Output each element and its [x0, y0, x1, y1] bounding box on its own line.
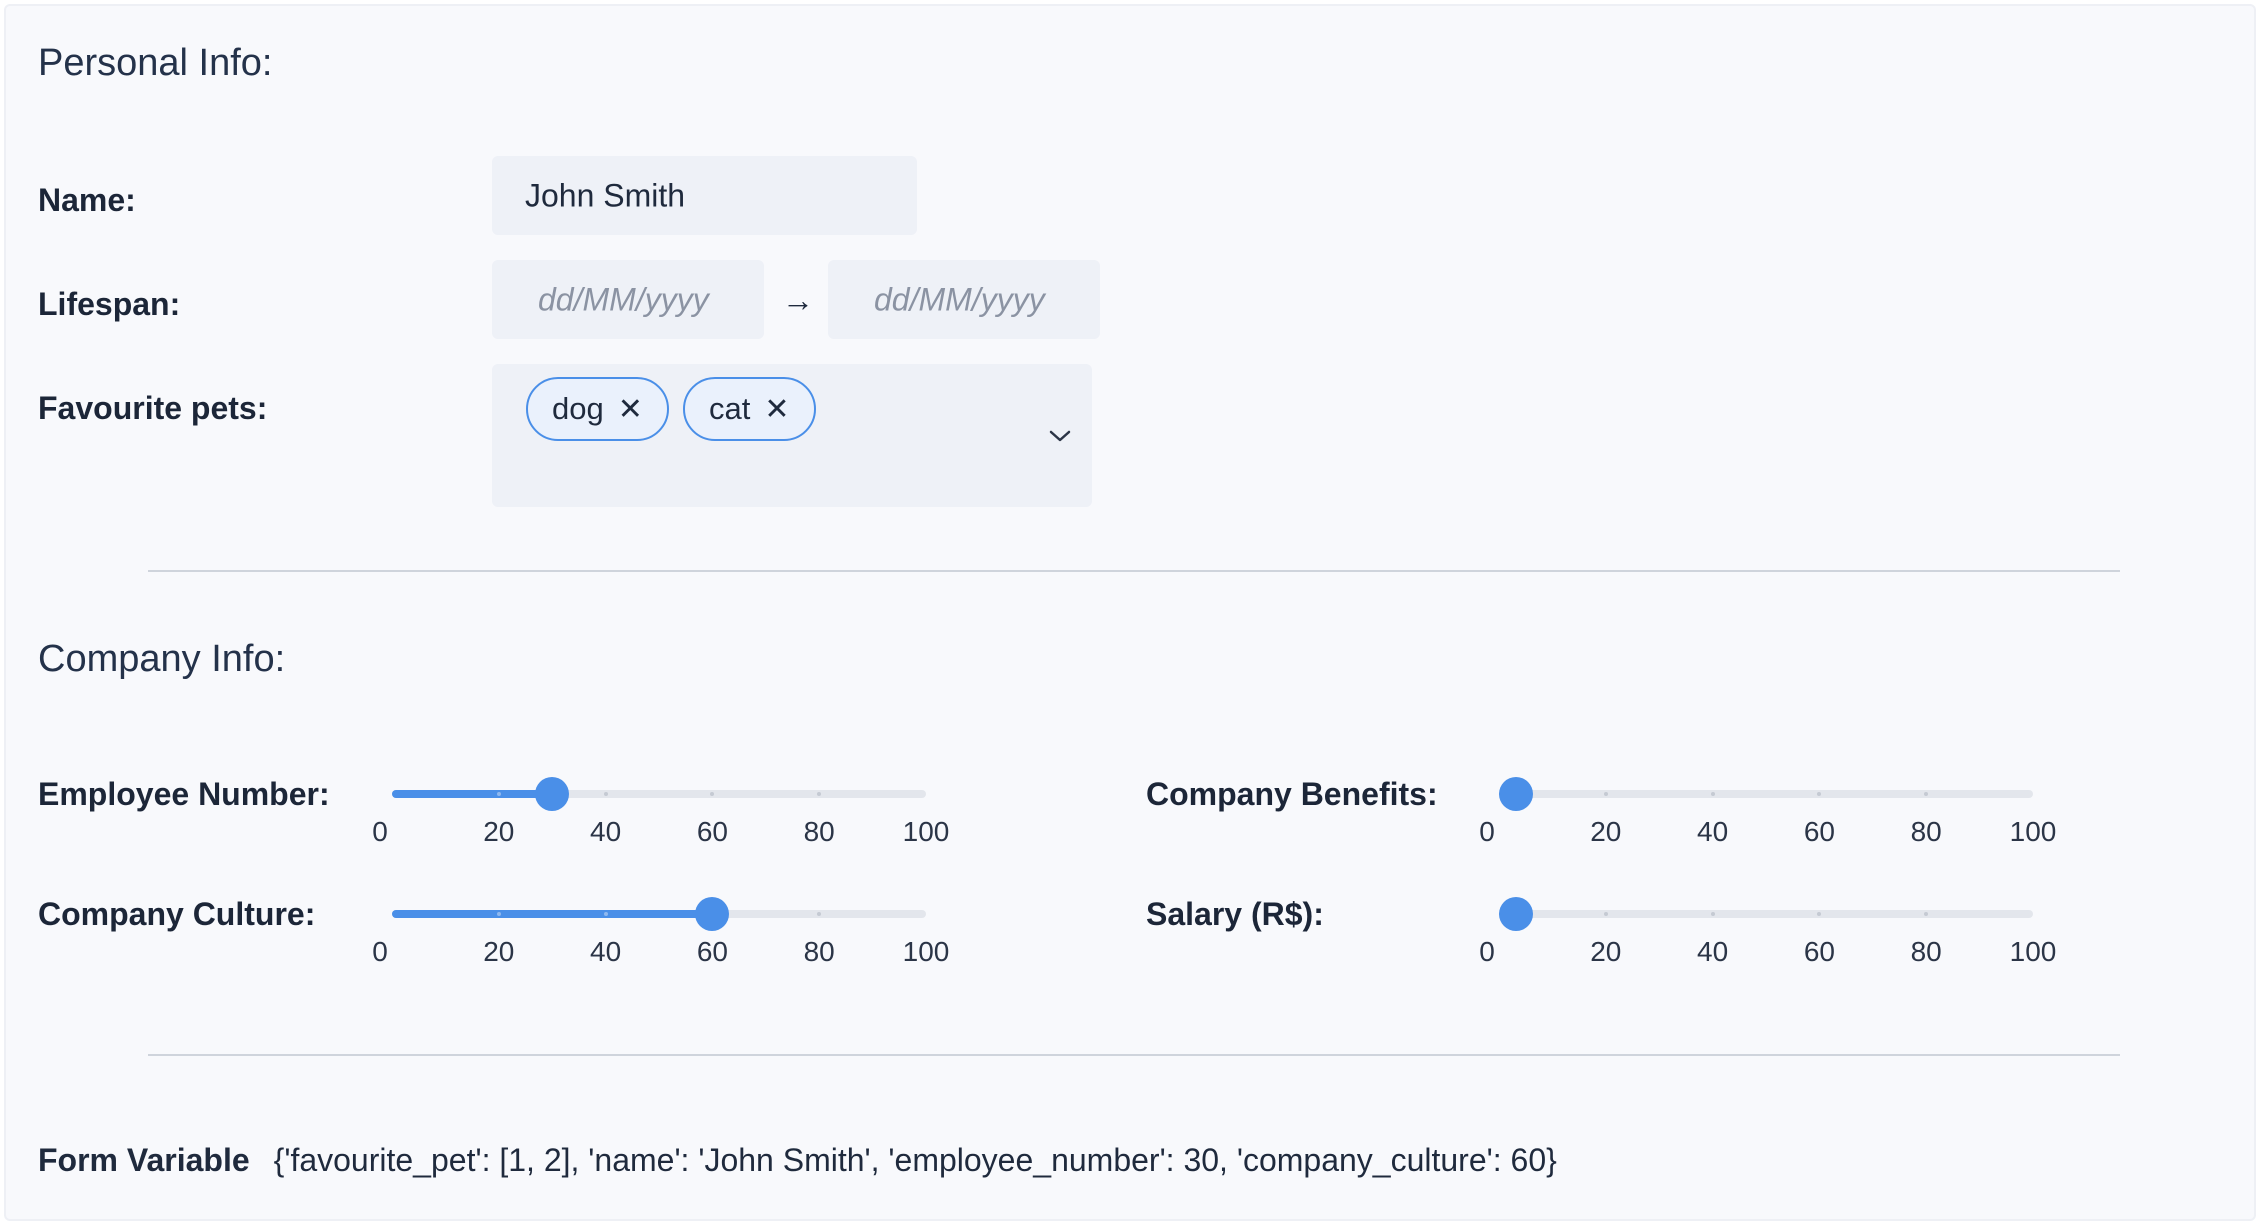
slider-tick	[1603, 912, 1608, 916]
slider-thumb[interactable]	[535, 777, 570, 811]
slider-tick	[1924, 792, 1929, 796]
section-divider	[148, 570, 2120, 572]
slider-scale-label: 80	[803, 936, 835, 967]
lifespan-end-input[interactable]: dd/MM/yyyy	[828, 260, 1100, 339]
slider-tick	[1603, 792, 1608, 796]
name-label: Name:	[38, 182, 136, 218]
slider-track[interactable]	[1499, 910, 2033, 918]
slider-scale-label: 20	[483, 816, 515, 847]
slider-fill	[392, 790, 553, 798]
slider-scale-label: 0	[372, 936, 388, 967]
slider-tick	[603, 792, 608, 796]
slider-track[interactable]	[1499, 790, 2033, 798]
slider-scale-label: 100	[2009, 816, 2057, 847]
remove-tag-icon[interactable]: ✕	[617, 392, 643, 426]
slider-scale-label: 60	[1803, 816, 1835, 847]
favourite-pets-select[interactable]: dog ✕ cat ✕	[492, 364, 1092, 507]
company-culture-label: Company Culture:	[38, 896, 316, 932]
slider-scale-label: 40	[590, 936, 622, 967]
slider-scale-label: 80	[1910, 816, 1942, 847]
slider-scale-label: 100	[902, 936, 950, 967]
name-input-value: John Smith	[525, 177, 686, 213]
form-container: Personal Info: Name: John Smith Lifespan…	[4, 4, 2256, 1221]
lifespan-start-placeholder: dd/MM/yyyy	[538, 281, 709, 317]
remove-tag-icon[interactable]: ✕	[764, 392, 790, 426]
slider-scale-label: 60	[1803, 936, 1835, 967]
slider-fill	[392, 910, 713, 918]
name-input[interactable]: John Smith	[492, 156, 917, 235]
favourite-pets-label: Favourite pets:	[38, 390, 268, 426]
form-variable-output: Form Variable {'favourite_pet': [1, 2], '…	[38, 1142, 1557, 1179]
form-variable-value: {'favourite_pet': [1, 2], 'name': 'John …	[273, 1142, 1557, 1178]
employee-number-label: Employee Number:	[38, 776, 330, 812]
slider-scale-label: 40	[590, 816, 622, 847]
pet-tag-cat: cat ✕	[683, 377, 816, 441]
slider-tick	[817, 792, 822, 796]
slider-scale-label: 20	[1590, 816, 1622, 847]
lifespan-label: Lifespan:	[38, 286, 181, 322]
salary-slider[interactable]: 0 20 40 60 80 100	[1479, 897, 2056, 990]
slider-scale-label: 40	[1697, 816, 1729, 847]
slider-tick	[1710, 912, 1715, 916]
company-benefits-slider[interactable]: 0 20 40 60 80 100	[1479, 777, 2056, 870]
lifespan-end-placeholder: dd/MM/yyyy	[874, 281, 1045, 317]
range-arrow-icon: →	[782, 282, 814, 318]
slider-tick	[496, 912, 501, 916]
pet-tag-dog: dog ✕	[526, 377, 669, 441]
slider-tick	[710, 792, 715, 796]
slider-scale-label: 0	[1479, 816, 1495, 847]
slider-thumb[interactable]	[1499, 777, 1533, 811]
company-benefits-label: Company Benefits:	[1146, 776, 1438, 812]
slider-scale-label: 60	[696, 816, 728, 847]
chevron-down-icon[interactable]	[1048, 424, 1072, 448]
personal-info-title: Personal Info:	[38, 42, 273, 84]
slider-tick	[1817, 792, 1822, 796]
slider-tick	[1710, 792, 1715, 796]
slider-scale-label: 20	[483, 936, 515, 967]
employee-number-slider[interactable]: 0 20 40 60 80 100	[372, 777, 949, 870]
section-divider	[148, 1054, 2120, 1056]
pet-tag-label: cat	[709, 391, 751, 426]
salary-label: Salary (R$):	[1146, 896, 1324, 932]
company-culture-slider[interactable]: 0 20 40 60 80 100	[372, 897, 949, 990]
slider-track[interactable]	[392, 790, 926, 798]
slider-tick	[496, 792, 501, 796]
slider-scale-label: 0	[372, 816, 388, 847]
slider-thumb[interactable]	[695, 897, 730, 931]
slider-scale-label: 20	[1590, 936, 1622, 967]
pet-tag-label: dog	[552, 391, 604, 426]
slider-scale-label: 80	[1910, 936, 1942, 967]
slider-scale-label: 60	[696, 936, 728, 967]
slider-scale-label: 100	[902, 816, 950, 847]
slider-scale-label: 40	[1697, 936, 1729, 967]
slider-scale-label: 80	[803, 816, 835, 847]
slider-tick	[817, 912, 822, 916]
slider-tick	[603, 912, 608, 916]
lifespan-start-input[interactable]: dd/MM/yyyy	[492, 260, 764, 339]
company-info-title: Company Info:	[38, 638, 286, 680]
slider-tick	[1817, 912, 1822, 916]
slider-tick	[1924, 912, 1929, 916]
slider-scale-label: 100	[2009, 936, 2057, 967]
form-variable-label: Form Variable	[38, 1142, 250, 1178]
slider-scale-label: 0	[1479, 936, 1495, 967]
slider-thumb[interactable]	[1499, 897, 1533, 931]
